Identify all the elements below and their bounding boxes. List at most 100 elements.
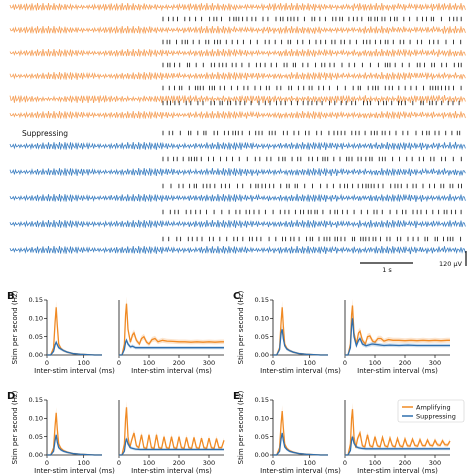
x-tick-label: 100 bbox=[143, 359, 155, 367]
x-tick-label: 300 bbox=[203, 359, 215, 367]
series-band-suppressing bbox=[119, 435, 224, 455]
y-tick-label: 0.15 bbox=[29, 296, 43, 304]
suppressing-spike-row-4 bbox=[162, 209, 462, 215]
y-tick-label: 0.10 bbox=[29, 315, 43, 323]
y-tick-label: 0.00 bbox=[29, 351, 43, 359]
suppressing-spike-row-2 bbox=[162, 156, 462, 162]
x-tick-label: 300 bbox=[429, 359, 441, 367]
series-band-amplifying bbox=[119, 400, 224, 455]
panel-letter-D: D bbox=[7, 391, 15, 402]
x-tick-label: 200 bbox=[399, 359, 411, 367]
series-band-suppressing bbox=[47, 339, 102, 355]
amplifying-trace-6 bbox=[9, 110, 466, 120]
x-tick-label: 0 bbox=[271, 359, 275, 367]
x-axis-label: Inter-stim interval (ms) bbox=[357, 467, 438, 474]
x-axis-label: Inter-stim interval (ms) bbox=[260, 367, 341, 375]
suppressing-spike-row-3 bbox=[162, 183, 462, 189]
x-tick-label: 0 bbox=[117, 359, 121, 367]
scale-bar-time-label: 1 s bbox=[382, 266, 392, 274]
x-axis-label: Inter-stim interval (ms) bbox=[34, 467, 115, 474]
y-tick-label: 0.05 bbox=[29, 333, 43, 341]
x-tick-label: 100 bbox=[303, 459, 315, 467]
x-tick-label: 200 bbox=[399, 459, 411, 467]
scale-bar: 1 s 120 µV bbox=[360, 251, 467, 274]
series-line-amplifying bbox=[119, 407, 225, 456]
x-tick-label: 100 bbox=[303, 359, 315, 367]
suppressing-trace-4 bbox=[9, 219, 466, 229]
suppressing-trace-2 bbox=[9, 167, 466, 177]
suppressing-spike-row-1 bbox=[162, 130, 461, 136]
y-tick-label: 0.15 bbox=[29, 396, 43, 404]
raster-traces bbox=[9, 2, 466, 255]
amplifying-spike-row-2 bbox=[162, 39, 462, 45]
amplifying-spike-row-5 bbox=[162, 100, 460, 106]
series-line-amplifying bbox=[345, 305, 450, 356]
amplifying-trace-5 bbox=[9, 94, 466, 104]
y-tick-label: 0.00 bbox=[255, 351, 269, 359]
y-tick-label: 0.15 bbox=[255, 396, 269, 404]
series-line-suppressing bbox=[345, 318, 450, 356]
x-axis-label: Inter-stim interval (ms) bbox=[260, 467, 341, 474]
series-line-suppressing bbox=[119, 338, 224, 356]
suppressing-group-label: Suppressing bbox=[22, 129, 68, 138]
amplifying-trace-3 bbox=[9, 48, 466, 58]
series-line-suppressing bbox=[119, 438, 224, 456]
suppressing-spike-row-5 bbox=[162, 236, 462, 242]
amplifying-trace-4 bbox=[9, 71, 466, 81]
x-tick-label: 0 bbox=[45, 459, 49, 467]
y-axis-label: Stim per second (Hz) bbox=[11, 390, 19, 464]
x-tick-label: 300 bbox=[203, 459, 215, 467]
suppressing-trace-1 bbox=[9, 141, 466, 151]
x-tick-label: 100 bbox=[369, 359, 381, 367]
y-axis-label: Stim per second (Hz) bbox=[237, 290, 245, 364]
x-tick-label: 0 bbox=[343, 359, 347, 367]
y-tick-label: 0.00 bbox=[29, 451, 43, 459]
suppressing-trace-5 bbox=[9, 245, 466, 255]
panel-letter-C: C bbox=[233, 291, 240, 302]
amplifying-trace-1 bbox=[9, 2, 466, 12]
suppressing-trace-3 bbox=[9, 193, 466, 203]
series-line-amplifying bbox=[47, 307, 102, 356]
x-tick-label: 0 bbox=[117, 459, 121, 467]
scale-bar-voltage-label: 120 µV bbox=[439, 260, 463, 268]
series-line-suppressing bbox=[273, 432, 328, 456]
y-tick-label: 0.05 bbox=[255, 333, 269, 341]
amplifying-spike-row-3 bbox=[162, 62, 462, 68]
y-tick-label: 0.05 bbox=[29, 433, 43, 441]
amplifying-spike-row-4 bbox=[162, 85, 462, 91]
x-tick-label: 0 bbox=[271, 459, 275, 467]
y-tick-label: 0.10 bbox=[255, 415, 269, 423]
panel-letter-B: B bbox=[7, 291, 15, 302]
x-tick-label: 100 bbox=[143, 459, 155, 467]
series-line-suppressing bbox=[345, 436, 450, 456]
y-axis-label: Stim per second (Hz) bbox=[237, 390, 245, 464]
y-tick-label: 0.00 bbox=[255, 451, 269, 459]
x-tick-label: 100 bbox=[77, 459, 89, 467]
legend-label-amplifying: Amplifying bbox=[416, 403, 451, 411]
x-axis-label: Inter-stim interval (ms) bbox=[357, 367, 438, 375]
x-tick-label: 100 bbox=[77, 359, 89, 367]
series-line-amplifying bbox=[345, 409, 451, 456]
y-axis-label: Stim per second (Hz) bbox=[11, 290, 19, 364]
x-tick-label: 100 bbox=[369, 459, 381, 467]
y-tick-label: 0.15 bbox=[255, 296, 269, 304]
series-line-amplifying bbox=[47, 412, 102, 456]
series-line-suppressing bbox=[47, 434, 102, 456]
panel-letter-E: E bbox=[233, 391, 240, 402]
y-tick-label: 0.10 bbox=[29, 415, 43, 423]
x-tick-label: 200 bbox=[173, 359, 185, 367]
series-band-suppressing bbox=[273, 325, 328, 355]
